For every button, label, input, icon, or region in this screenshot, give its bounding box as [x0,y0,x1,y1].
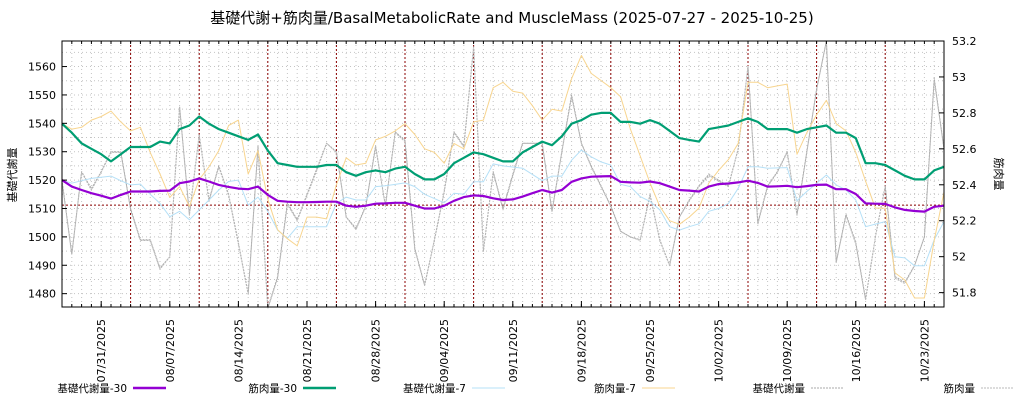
right-tick-label: 53.2 [952,35,977,48]
left-tick-label: 1480 [28,288,56,301]
left-tick-label: 1560 [28,61,56,74]
legend-label: 筋肉量-7 [594,382,636,395]
left-tick-label: 1550 [28,89,56,102]
x-tick-label: 09/04/2025 [438,319,451,382]
legend: 基礎代謝量-30 筋肉量-30 基礎代謝量-7 筋肉量-7 基礎代謝量 筋肉量 [57,382,1014,395]
legend-label: 基礎代謝量-30 [57,382,127,395]
right-tick-label: 52.2 [952,215,977,228]
axes: 1480 1490 1500 1510 1520 1530 1540 1550 1560 51.8… [28,35,977,382]
right-tick-label: 52.6 [952,143,977,156]
legend-label: 基礎代謝量 [753,382,806,395]
right-tick-label: 52.4 [952,179,977,192]
left-axis-label: 基礎代謝量 [5,148,19,203]
x-tick-label: 09/25/2025 [644,319,657,382]
series-line-1 [61,111,945,181]
right-tick-label: 53 [952,71,966,84]
series-lines [61,40,945,310]
x-tick-label: 08/14/2025 [232,319,245,382]
legend-label: 筋肉量 [944,382,976,395]
left-tick-label: 1540 [28,117,56,130]
right-tick-label: 52.8 [952,107,977,120]
x-tick-label: 08/28/2025 [370,319,383,382]
x-tick-label: 07/31/2025 [95,319,108,382]
legend-label: 筋肉量-30 [248,382,297,395]
right-tick-label: 52 [952,251,966,264]
right-axis-label: 筋肉量 [992,158,1006,191]
chart-title: 基礎代謝+筋肉量/BasalMetabolicRate and MuscleMa… [210,9,813,27]
series-line-5 [61,40,945,310]
left-tick-label: 1500 [28,231,56,244]
x-tick-label: 08/07/2025 [164,319,177,382]
x-tick-label: 10/02/2025 [713,319,726,382]
left-tick-label: 1490 [28,259,56,272]
series-line-2 [61,149,945,267]
series-line-0 [61,175,945,213]
left-tick-label: 1510 [28,202,56,215]
x-tick-label: 08/21/2025 [301,319,314,382]
left-tick-label: 1530 [28,146,56,159]
series-line-3 [61,54,945,299]
left-tick-label: 1520 [28,174,56,187]
x-tick-label: 10/16/2025 [850,319,863,382]
right-tick-label: 51.8 [952,287,977,300]
x-tick-label: 09/18/2025 [575,319,588,382]
x-tick-label: 09/11/2025 [507,319,520,382]
x-tick-label: 10/23/2025 [918,319,931,382]
x-tick-label: 10/09/2025 [781,319,794,382]
legend-label: 基礎代謝量-7 [403,382,466,395]
